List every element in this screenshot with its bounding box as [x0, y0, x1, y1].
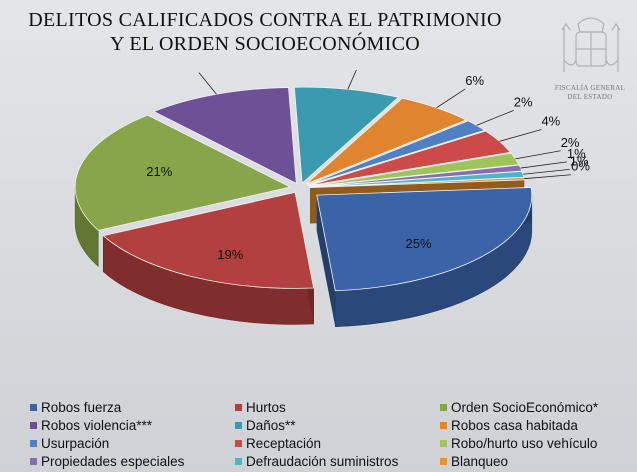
pie-slice-robos-violencia	[152, 87, 297, 185]
pie-leader-line	[198, 72, 217, 95]
pie-leader-line	[524, 174, 572, 180]
pie-label: 1%	[567, 146, 586, 161]
legend-swatch	[235, 439, 242, 447]
pie-leader-line	[499, 129, 542, 142]
emblem-caption-line-1: FISCALÍA GENERAL	[554, 84, 626, 92]
legend-swatch	[235, 403, 242, 411]
legend-label: Defraudación suministros	[246, 453, 399, 469]
legend-swatch	[235, 421, 242, 429]
legend-label: Robos fuerza	[41, 399, 122, 415]
pie-chart: 25%19%21%11%8%6%2%4%2%1%1%0%	[74, 70, 590, 328]
coat-of-arms-icon	[561, 17, 621, 72]
pie-label: 6%	[465, 73, 484, 88]
legend-item: Robo/hurto uso vehículo	[440, 435, 637, 451]
emblem-caption: FISCALÍA GENERAL DEL ESTADO	[548, 84, 632, 102]
legend-item: Daños**	[235, 417, 440, 433]
pie-slice-hurtos	[102, 191, 315, 289]
legend-label: Usurpación	[41, 435, 110, 451]
legend-item: Hurtos	[235, 399, 440, 415]
legend-label: Blanqueo	[451, 453, 509, 469]
legend-item: Usurpación	[30, 435, 235, 451]
pie-label: 2%	[514, 94, 533, 109]
pie-label: 2%	[561, 135, 580, 150]
legend-label: Receptación	[246, 435, 322, 451]
legend-swatch	[30, 457, 37, 465]
pie-leader-line	[476, 109, 514, 126]
legend-item: Robos violencia***	[30, 417, 235, 433]
legend-item: Propiedades especiales	[30, 453, 235, 469]
pie-label: 25%	[406, 236, 432, 251]
pie-slice-da-os	[293, 86, 400, 184]
legend-label: Daños**	[246, 417, 296, 433]
legend-label: Propiedades especiales	[41, 453, 185, 469]
pie-slice-robos-casa-habitada	[305, 97, 468, 185]
pie-leader-line	[436, 88, 466, 109]
legend-swatch	[440, 457, 447, 465]
pie-label: 11%	[174, 70, 199, 72]
legend-swatch	[30, 421, 37, 429]
legend-label: Hurtos	[246, 399, 286, 415]
pie-slice-wall	[316, 195, 336, 327]
legend-item: Orden SocioEconómico*	[440, 399, 637, 415]
chart-title-line-2: Y EL ORDEN SOCIOECONÓMICO	[110, 33, 420, 55]
legend-swatch	[440, 439, 447, 447]
pie-slice-orden-socioecon-mico	[74, 114, 292, 231]
legend-swatch	[30, 403, 37, 411]
pie-slice-usurpaci-n	[307, 120, 486, 186]
legend: Robos fuerza Hurtos Orden SocioEconómico* R…	[30, 399, 630, 469]
legend-swatch	[235, 457, 242, 465]
legend-label: Robos violencia***	[41, 417, 153, 433]
legend-item: Receptación	[235, 435, 440, 451]
pie-leader-line	[347, 70, 357, 90]
legend-item: Robos casa habitada	[440, 417, 637, 433]
legend-label: Robos casa habitada	[451, 417, 578, 433]
pie-label: 19%	[217, 247, 243, 262]
pie-label: 21%	[146, 164, 172, 179]
emblem-caption-line-2: DEL ESTADO	[567, 93, 613, 101]
pie-leader-line	[520, 161, 567, 169]
pie-label: 1%	[570, 153, 589, 168]
legend-item: Robos fuerza	[30, 399, 235, 415]
legend-item: Blanqueo	[440, 453, 637, 469]
legend-label: Robo/hurto uso vehículo	[451, 435, 598, 451]
legend-swatch	[440, 403, 447, 411]
pie-leader-line	[515, 150, 561, 160]
pie-slice-receptaci-n	[308, 130, 512, 187]
legend-swatch	[30, 439, 37, 447]
pie-leader-line	[522, 169, 570, 175]
legend-label: Orden SocioEconómico*	[451, 399, 599, 415]
chart-title: DELITOS CALIFICADOS CONTRA EL PATRIMONIO…	[0, 8, 530, 56]
chart-title-line-1: DELITOS CALIFICADOS CONTRA EL PATRIMONIO	[28, 9, 502, 31]
pie-slice-robos-fuerza	[316, 187, 533, 292]
legend-item: Defraudación suministros	[235, 453, 440, 469]
legend-swatch	[440, 421, 447, 429]
pie-label: 4%	[541, 114, 560, 129]
pie-label: 0%	[571, 159, 590, 174]
